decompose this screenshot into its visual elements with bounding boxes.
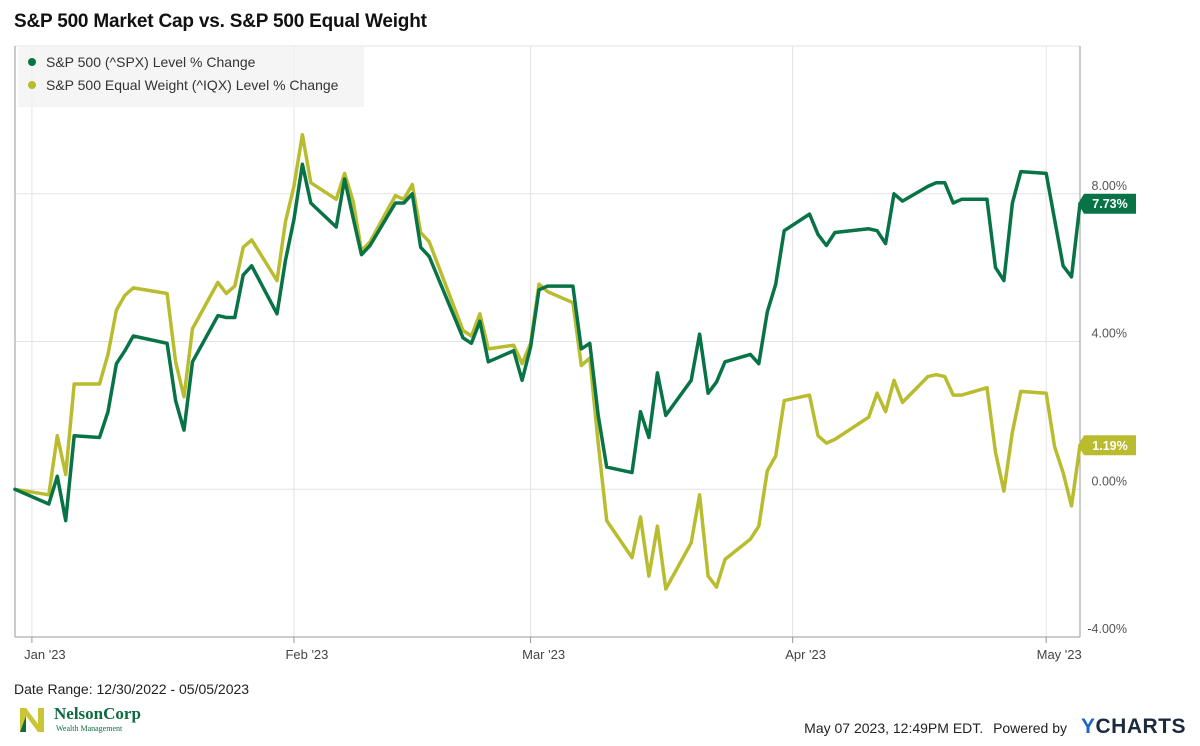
nelsoncorp-logo: NelsonCorp Wealth Management — [18, 699, 148, 739]
legend: S&P 500 (^SPX) Level % Change S&P 500 Eq… — [18, 47, 364, 107]
end-label-0: 7.73% — [1092, 197, 1127, 211]
timestamp-text: May 07 2023, 12:49PM EDT. — [804, 720, 984, 736]
axes — [14, 46, 1081, 643]
logo-name: NelsonCorp — [54, 704, 141, 723]
tick-labels: 8.00% 4.00% 0.00% -4.00% Jan '23 Feb '23 Mar '… — [24, 179, 1127, 662]
date-range: Date Range: 12/30/2022 - 05/05/2023 — [14, 681, 250, 697]
x-tick-label: May '23 — [1037, 647, 1082, 662]
legend-label-spx: S&P 500 (^SPX) Level % Change — [46, 54, 256, 70]
end-label-bg-1 — [1078, 435, 1136, 456]
powered-by-text: Powered by — [993, 720, 1067, 736]
ycharts-brand[interactable]: YCHARTS — [1081, 715, 1186, 739]
logo-subtitle: Wealth Management — [56, 724, 123, 733]
legend-item-iqx[interactable]: S&P 500 Equal Weight (^IQX) Level % Chan… — [28, 77, 338, 93]
y-tick-label: 8.00% — [1092, 179, 1127, 193]
brand-y: Y — [1080, 715, 1096, 738]
x-tick-label: Mar '23 — [522, 647, 565, 662]
end-value-labels: 7.73% 1.19% — [1078, 193, 1136, 456]
end-label-bg-0 — [1078, 193, 1136, 214]
x-tick-label: Jan '23 — [24, 647, 66, 662]
y-tick-label: -4.00% — [1087, 622, 1127, 636]
series-lines — [13, 132, 1082, 591]
y-tick-label: 0.00% — [1092, 474, 1127, 488]
legend-label-iqx: S&P 500 Equal Weight (^IQX) Level % Chan… — [46, 77, 339, 93]
y-tick-label: 4.00% — [1092, 327, 1127, 341]
footer-timestamp: May 07 2023, 12:49PM EDT. Powered by — [804, 720, 1067, 736]
legend-marker-spx — [28, 58, 36, 66]
x-tick-label: Apr '23 — [785, 647, 826, 662]
legend-item-spx[interactable]: S&P 500 (^SPX) Level % Change — [28, 54, 255, 70]
end-label-1: 1.19% — [1092, 439, 1127, 453]
brand-rest: CHARTS — [1095, 715, 1186, 738]
series-line-0 — [13, 162, 1082, 523]
legend-marker-iqx — [28, 81, 36, 89]
logo-mark-icon — [20, 708, 44, 732]
x-tick-label: Feb '23 — [285, 647, 328, 662]
series-line-1 — [13, 132, 1082, 591]
chart-title: S&P 500 Market Cap vs. S&P 500 Equal Wei… — [14, 11, 427, 32]
